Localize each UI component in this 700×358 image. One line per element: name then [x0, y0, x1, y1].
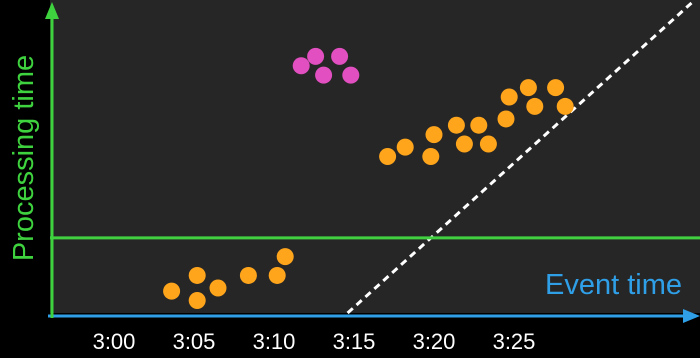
data-point [379, 148, 397, 165]
data-point [547, 79, 565, 97]
data-point [292, 57, 310, 75]
data-point [519, 79, 537, 97]
ideal-diagonal-line [346, 0, 696, 315]
event-time-arrow-head [683, 309, 700, 323]
x-tick-label: 3:15 [333, 329, 376, 354]
processing-time-label: Processing time [8, 55, 40, 261]
event-time-label: Event time [545, 269, 682, 301]
x-tick-label: 3:00 [93, 329, 136, 354]
processing-time-arrow-head [45, 2, 59, 19]
x-tick-label: 3:20 [413, 329, 456, 354]
data-point [479, 135, 497, 153]
data-points [163, 47, 574, 309]
data-point [470, 116, 488, 134]
data-point [396, 138, 414, 156]
data-point [209, 279, 227, 297]
data-point [331, 47, 349, 65]
data-point [268, 266, 286, 284]
data-point [455, 135, 473, 153]
data-point [500, 88, 518, 106]
data-point [425, 126, 443, 144]
data-point [447, 116, 465, 134]
data-point [422, 148, 440, 165]
data-point [315, 66, 333, 84]
x-tick-labels: 3:00 3:05 3:10 3:15 3:20 3:25 [93, 329, 536, 354]
data-point [307, 47, 325, 65]
data-point [497, 110, 515, 128]
data-point [342, 66, 360, 84]
x-tick-label: 3:05 [173, 329, 216, 354]
data-point [276, 248, 294, 266]
data-point [556, 97, 574, 115]
x-tick-label: 3:10 [253, 329, 296, 354]
x-tick-label: 3:25 [493, 329, 536, 354]
data-point [188, 266, 206, 284]
plot-background [50, 0, 700, 313]
data-point [239, 266, 257, 284]
data-point [188, 291, 206, 309]
data-point [526, 97, 544, 115]
data-point [163, 282, 181, 300]
